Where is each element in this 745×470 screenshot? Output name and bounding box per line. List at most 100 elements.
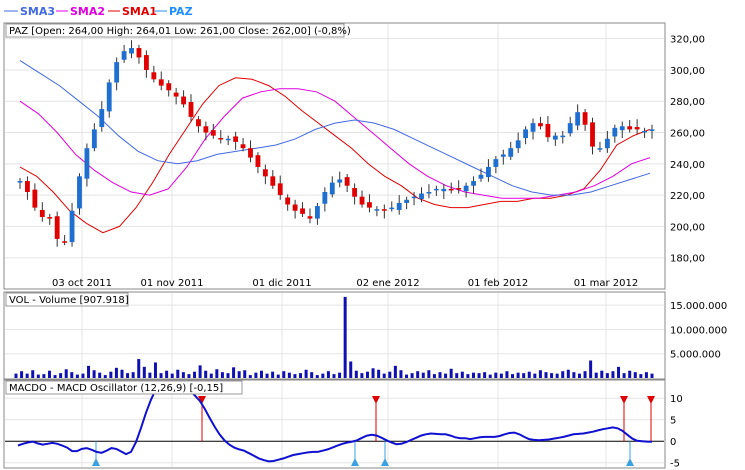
volume-bar <box>499 373 503 378</box>
volume-bar <box>538 370 542 378</box>
price-info-box <box>5 23 345 38</box>
candle-up <box>486 166 491 178</box>
candle-down <box>203 126 209 133</box>
volume-bar <box>92 370 96 378</box>
candle-up <box>322 191 328 204</box>
volume-bar <box>561 371 565 378</box>
price-info: PAZ [Open: 264,00 High: 264,01 Low: 261,… <box>9 26 351 37</box>
volume-bar <box>589 360 593 378</box>
candle-down <box>62 241 68 243</box>
volume-bar <box>304 369 308 378</box>
candle-down <box>32 189 38 208</box>
macd-y-axis: -5 0 5 10 <box>670 394 683 470</box>
volume-bar <box>449 368 453 378</box>
candle-up <box>500 154 506 157</box>
legend-sma1: SMA1 <box>122 5 157 18</box>
candle-up <box>374 209 380 211</box>
volume-bar <box>187 374 191 378</box>
volume-bar <box>617 366 621 378</box>
volume-bar <box>511 374 515 378</box>
buy-signal-marker <box>92 458 100 466</box>
candle-down <box>590 122 595 147</box>
volume-bar <box>421 372 425 378</box>
volume-bar <box>81 373 85 378</box>
volume-bar <box>36 374 40 378</box>
volume-y-tick: 10.000.000 <box>670 325 727 336</box>
volume-bar <box>142 366 146 378</box>
candle-down <box>166 83 172 91</box>
candle-down <box>344 177 350 186</box>
candle-down <box>300 208 305 214</box>
volume-bar <box>198 365 202 378</box>
volume-bar <box>53 375 57 378</box>
price-y-tick: 280,00 <box>670 97 705 108</box>
volume-bar <box>209 373 213 378</box>
volume-y-tick: 5.000.000 <box>670 350 721 361</box>
volume-bar <box>544 372 548 378</box>
candle-down <box>538 123 543 127</box>
volume-bar <box>527 371 531 378</box>
candle-up <box>642 130 647 133</box>
volume-bar <box>360 373 364 378</box>
volume-bar <box>550 373 554 378</box>
volume-bar <box>176 369 180 378</box>
candle-up <box>493 159 499 167</box>
candle-down <box>255 155 261 167</box>
candles <box>17 40 655 247</box>
candle-up <box>575 112 581 126</box>
price-y-tick: 300,00 <box>670 66 705 77</box>
price-y-tick: 220,00 <box>670 191 705 202</box>
volume-bar <box>466 374 470 378</box>
candle-down <box>634 127 640 130</box>
volume-panel: VOL - Volume [907.918] 5.000.000 10.000.0… <box>3 291 727 380</box>
volume-bar <box>109 371 113 378</box>
volume-bar <box>114 367 118 378</box>
candle-up <box>441 188 447 192</box>
macd-grid <box>5 381 664 467</box>
volume-bar <box>126 373 130 378</box>
volume-bar <box>533 373 537 378</box>
volume-bar <box>628 370 632 378</box>
buy-signal-marker <box>626 458 634 466</box>
volume-bar <box>282 371 286 378</box>
candle-up <box>471 181 476 186</box>
candle-down <box>158 79 164 86</box>
candle-up <box>84 148 90 179</box>
macd-y-tick: -5 <box>670 459 680 470</box>
volume-bar <box>455 373 459 378</box>
buy-signal-marker <box>351 458 359 466</box>
volume-bar <box>349 361 353 378</box>
volume-y-tick: 15.000.000 <box>670 301 727 312</box>
date-axis: 03 oct 2011 01 nov 2011 01 dic 2011 02 ene … <box>52 278 638 289</box>
volume-bar <box>120 369 124 378</box>
date-tick: 01 feb 2012 <box>468 278 529 289</box>
volume-bar <box>276 374 280 378</box>
moving-averages <box>19 60 651 234</box>
volume-bar <box>388 371 392 378</box>
legend-sma2: SMA2 <box>70 5 105 18</box>
volume-bar <box>248 375 252 378</box>
volume-bar <box>153 362 157 378</box>
candle-up <box>99 109 105 128</box>
candle-down <box>270 176 276 186</box>
volume-bar <box>20 371 24 378</box>
price-y-axis: 180,00 200,00 220,00 240,00 260,00 280,00 300,… <box>670 35 705 265</box>
legend-paz: PAZ <box>169 5 193 18</box>
volume-bar <box>488 374 492 378</box>
candle-up <box>91 129 97 149</box>
volume-bar <box>193 371 197 378</box>
date-tick: 01 dic 2011 <box>252 278 311 289</box>
volume-bar <box>232 367 236 378</box>
candle-up <box>129 48 134 54</box>
volume-bar <box>393 365 397 378</box>
candle-down <box>381 209 387 211</box>
volume-bar <box>87 365 91 378</box>
price-y-tick: 320,00 <box>670 35 705 46</box>
volume-bar <box>265 373 269 378</box>
legend: SMA3 SMA2 SMA1 PAZ <box>4 5 193 18</box>
volume-bar <box>427 370 431 378</box>
candle-up <box>69 210 75 243</box>
volume-bar <box>293 374 297 378</box>
volume-bar <box>354 370 358 378</box>
